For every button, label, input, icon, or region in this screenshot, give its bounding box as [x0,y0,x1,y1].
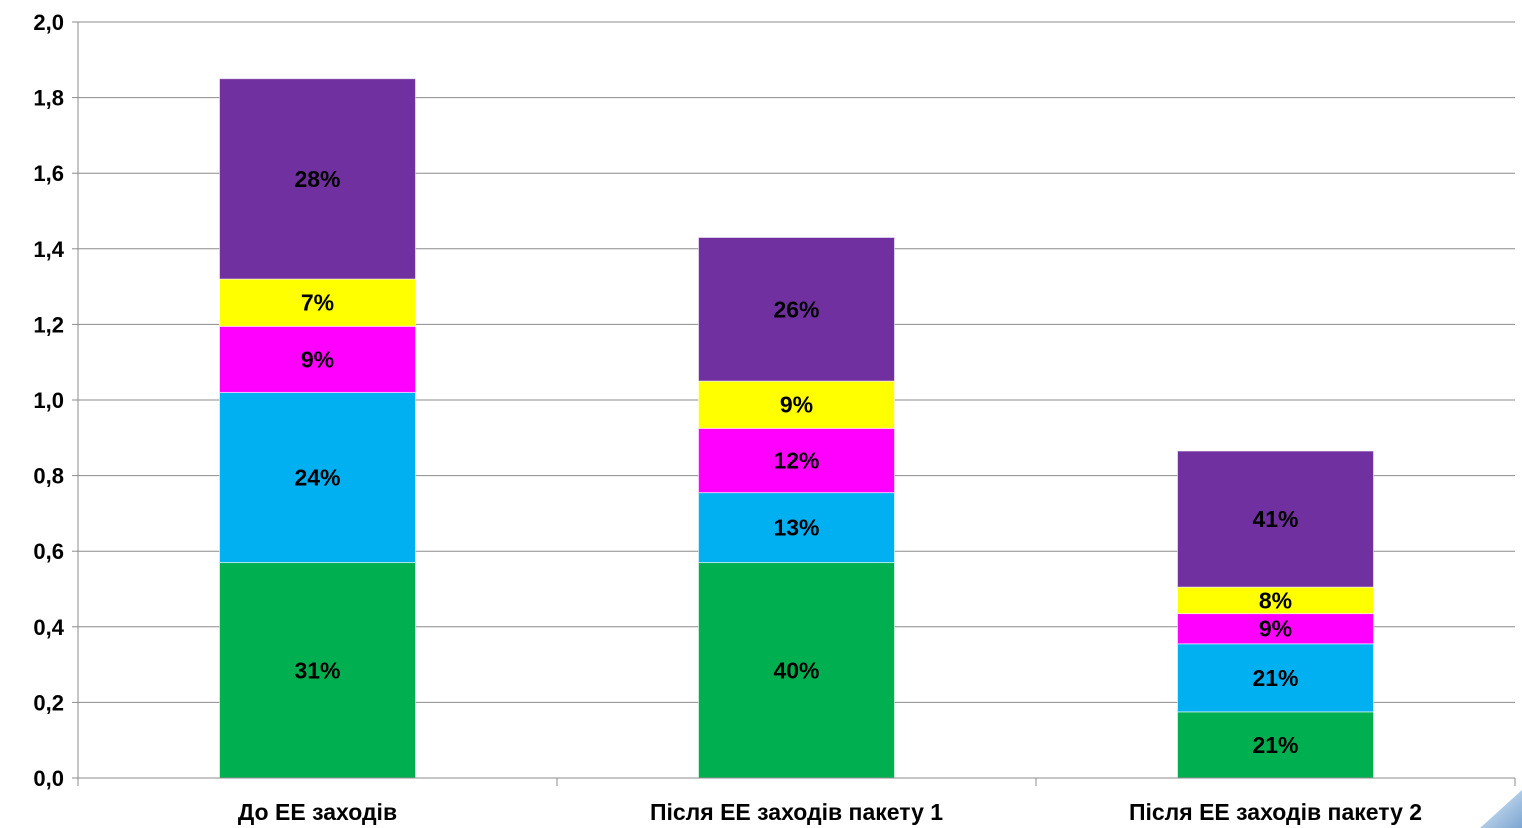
data-label: 26% [773,296,819,322]
data-label: 40% [773,657,819,683]
x-category-label: До ЕЕ заходів [238,799,397,825]
bar-segment [698,492,895,564]
data-label: 21% [1252,732,1298,758]
bar-segment [698,236,895,382]
y-tick-label: 0,0 [33,766,64,791]
bar-segment [1177,613,1374,645]
data-label: 9% [780,392,813,418]
y-tick-label: 1,2 [33,312,64,337]
data-label: 28% [294,166,340,192]
y-tick-label: 0,2 [33,690,64,715]
bar-segment [1177,450,1374,588]
data-label: 8% [1259,587,1292,613]
x-category-label: Після ЕЕ заходів пакету 1 [650,799,943,825]
y-tick-label: 1,6 [33,161,64,186]
bar-segment [1177,711,1374,779]
data-label: 7% [301,290,334,316]
y-tick-label: 0,4 [33,615,64,640]
y-tick-label: 0,8 [33,464,64,489]
bar-segment [219,78,416,280]
y-tick-label: 0,6 [33,539,64,564]
data-label: 24% [294,464,340,490]
corner-decoration-icon [1480,790,1522,828]
bar-segment [219,391,416,564]
bar-segment [219,325,416,393]
data-label: 9% [301,346,334,372]
bar-segment [219,278,416,327]
data-label: 31% [294,657,340,683]
x-category-label: Після ЕЕ заходів пакету 2 [1129,799,1422,825]
y-tick-label: 1,0 [33,388,64,413]
bar-segment [1177,643,1374,713]
y-tick-label: 2,0 [33,10,64,35]
data-label: 13% [773,515,819,541]
data-label: 41% [1252,506,1298,532]
bar-segment [698,562,895,779]
y-tick-label: 1,4 [33,237,64,262]
bar-segment [698,427,895,494]
data-label: 21% [1252,665,1298,691]
data-label: 12% [773,447,819,473]
data-label: 9% [1259,616,1292,642]
bar-segment [698,380,895,429]
y-tick-label: 1,8 [33,86,64,111]
